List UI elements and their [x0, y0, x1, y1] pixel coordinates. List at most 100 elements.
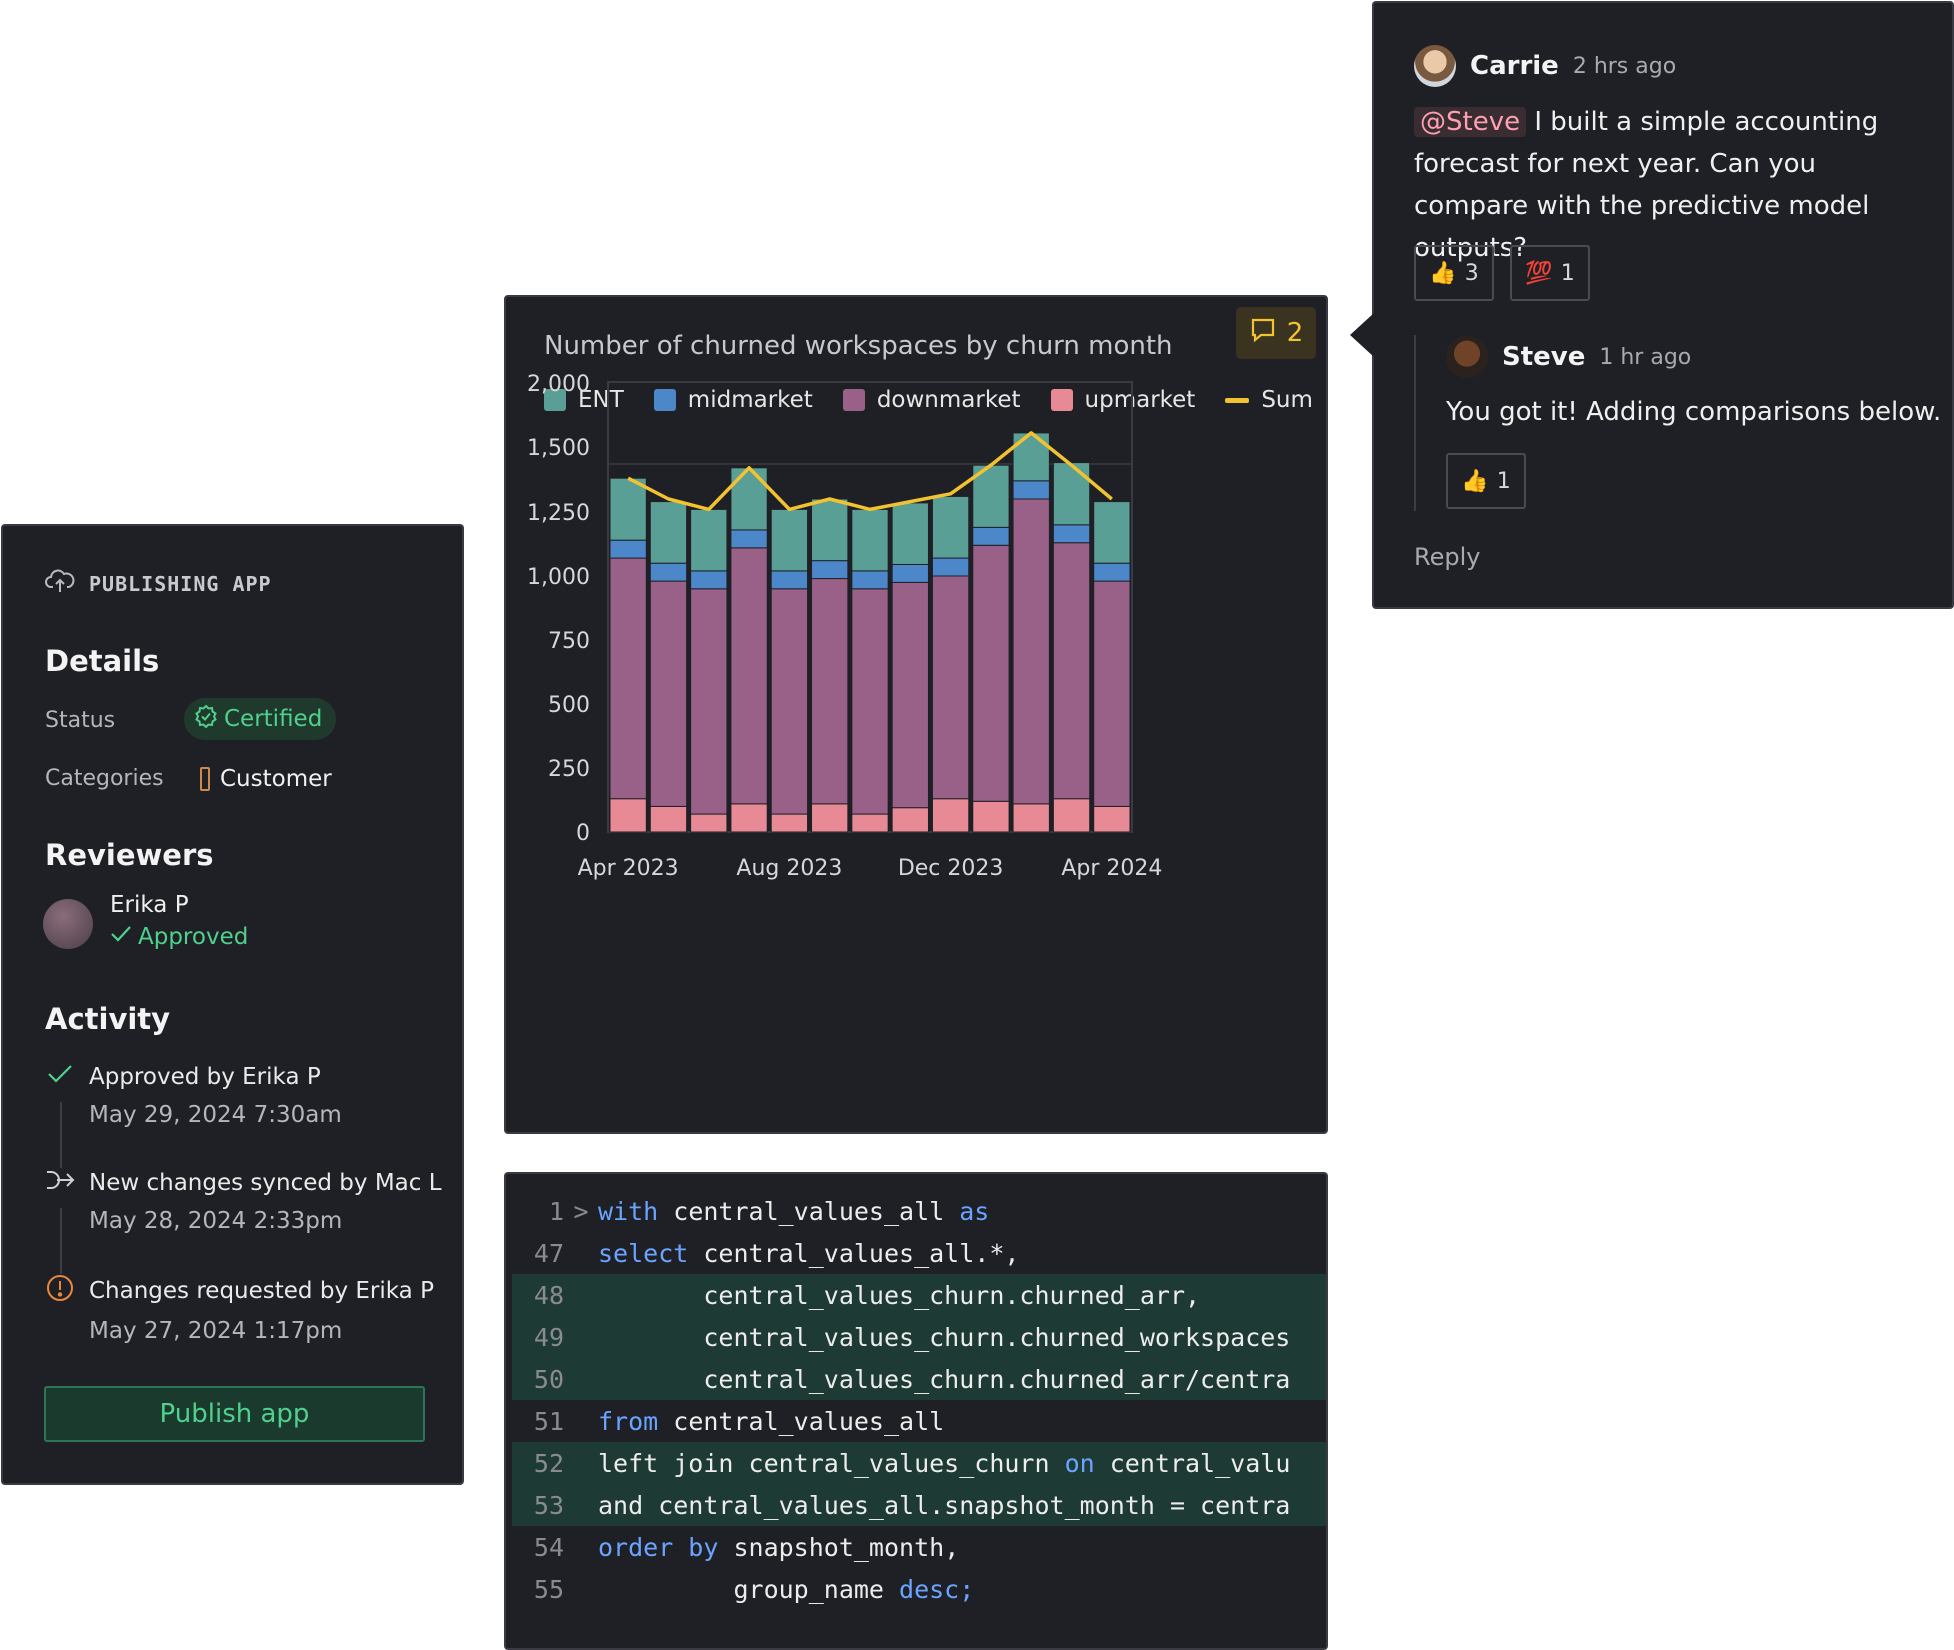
- reaction-thumbs-up-button[interactable]: 👍 3: [1414, 245, 1494, 301]
- bar-segment-midmarket: [1012, 480, 1050, 500]
- bar-segment-ENT: [730, 467, 768, 531]
- thumbs-up-icon: 👍: [1429, 260, 1457, 286]
- legend-swatch: [1050, 389, 1073, 411]
- panel-header: PUBLISHING APP: [45, 568, 272, 599]
- bar-segment-midmarket: [851, 570, 889, 590]
- sql-text: central_values_churn.churned_arr,: [598, 1280, 1201, 1310]
- line-number: 50: [533, 1364, 564, 1394]
- bar-segment-downmarket: [649, 580, 688, 807]
- code-line[interactable]: 54 order by snapshot_month,: [512, 1526, 1326, 1568]
- reaction-hundred-button[interactable]: 💯 1: [1510, 245, 1590, 301]
- line-number: 48: [533, 1280, 564, 1310]
- line-number: 53: [533, 1490, 564, 1520]
- line-number: 52: [533, 1448, 564, 1478]
- bar-segment-midmarket: [730, 529, 768, 549]
- sql-keyword: on: [1064, 1448, 1095, 1478]
- sql-text: central_valu: [1094, 1448, 1291, 1478]
- activity-text: Approved by Erika P: [89, 1064, 321, 1090]
- bar-segment-midmarket: [931, 557, 970, 577]
- bar-segment-upmarket: [609, 798, 647, 833]
- line-number: 55: [533, 1574, 564, 1604]
- code-line[interactable]: 1 > with central_values_all as: [512, 1190, 1326, 1232]
- comment-count-badge[interactable]: 2: [1236, 307, 1316, 359]
- code-line[interactable]: 52 left join central_values_churn on cent…: [512, 1442, 1326, 1484]
- legend-item-ent: ENT: [544, 387, 624, 413]
- bar-segment-upmarket: [972, 800, 1010, 833]
- mention-tag[interactable]: @Steve: [1414, 107, 1527, 137]
- bar-segment-upmarket: [649, 805, 688, 833]
- reaction-count: 1: [1560, 260, 1575, 286]
- reaction-count: 3: [1464, 260, 1479, 286]
- legend-swatch: [544, 389, 566, 411]
- reply-link[interactable]: Reply: [1414, 543, 1481, 571]
- bar-segment-midmarket: [972, 526, 1010, 546]
- bar-segment-upmarket: [690, 813, 728, 833]
- bar-segment-downmarket: [730, 547, 768, 805]
- sql-text: and central_values_all.snapshot_month = …: [598, 1490, 1291, 1520]
- category-value: Customer: [220, 766, 332, 792]
- bar-segment-ENT: [1052, 462, 1091, 526]
- status-label: Status: [45, 708, 116, 733]
- bar-segment-upmarket: [1012, 803, 1050, 833]
- panel-header-label: PUBLISHING APP: [89, 571, 272, 596]
- y-tick-label: 1,250: [527, 501, 590, 526]
- bar-segment-downmarket: [1052, 542, 1091, 800]
- hundred-points-icon: 💯: [1525, 260, 1553, 286]
- x-tick-label: Apr 2023: [578, 856, 679, 881]
- sql-text: left join central_values_churn: [598, 1448, 1065, 1478]
- bar-segment-ENT: [811, 498, 849, 562]
- line-number: 47: [533, 1238, 564, 1268]
- reviewers-heading: Reviewers: [45, 838, 214, 872]
- legend-label: upmarket: [1084, 387, 1196, 413]
- comment-body: @Steve I built a simple accounting forec…: [1414, 101, 1934, 269]
- y-tick-label: 1,500: [527, 436, 590, 461]
- category-tag: Customer: [200, 766, 332, 792]
- legend-label: ENT: [578, 387, 624, 413]
- check-icon: [110, 924, 132, 950]
- thread-line: [1414, 335, 1416, 511]
- y-tick-label: 2,000: [527, 372, 590, 397]
- comment-count: 2: [1286, 318, 1304, 348]
- comment-thread: Carrie 2 hrs ago @Steve I built a simple…: [1350, 1, 1954, 609]
- publish-app-button[interactable]: Publish app: [44, 1386, 425, 1442]
- bar-segment-ENT: [1012, 432, 1050, 482]
- code-line[interactable]: 48 central_values_churn.churned_arr,: [512, 1274, 1326, 1316]
- sql-text: central_values_all: [658, 1196, 960, 1226]
- timeline-line: [60, 1102, 62, 1168]
- line-number: 54: [533, 1532, 564, 1562]
- bar-segment-upmarket: [931, 798, 970, 833]
- expand-chevron-icon[interactable]: >: [573, 1196, 589, 1226]
- code-line[interactable]: 51 from central_values_all: [512, 1400, 1326, 1442]
- sql-code-editor[interactable]: 1 > with central_values_all as 47 select cen…: [504, 1172, 1328, 1650]
- bar-segment-ENT: [649, 501, 688, 564]
- code-line[interactable]: 53 and central_values_all.snapshot_month …: [512, 1484, 1326, 1526]
- legend-swatch: [842, 389, 865, 411]
- avatar: [1446, 336, 1488, 378]
- reaction-thumbs-up-button[interactable]: 👍 1: [1446, 453, 1526, 509]
- sql-keyword: as: [959, 1196, 990, 1226]
- code-line[interactable]: 47 select central_values_all.*,: [512, 1232, 1326, 1274]
- line-number: 51: [533, 1406, 564, 1436]
- code-line[interactable]: 55 group_name desc;: [512, 1568, 1326, 1610]
- bar-segment-midmarket: [1093, 562, 1131, 582]
- bar-segment-ENT: [609, 477, 647, 541]
- bar-segment-downmarket: [931, 575, 970, 800]
- sql-keyword: desc;: [899, 1574, 975, 1604]
- activity-item: New changes synced by Mac L May 28, 2024…: [45, 1168, 465, 1274]
- bar-segment-midmarket: [891, 563, 929, 583]
- publishing-panel: PUBLISHING APP Details Status Certified …: [1, 524, 464, 1485]
- bar-segment-midmarket: [649, 562, 688, 582]
- bar-segment-downmarket: [770, 588, 809, 815]
- details-heading: Details: [45, 644, 160, 678]
- code-line[interactable]: 50 central_values_churn.churned_arr/cent…: [512, 1358, 1326, 1400]
- bar-segment-midmarket: [609, 539, 647, 559]
- bar-segment-ENT: [851, 508, 889, 572]
- bar-segment-ENT: [891, 502, 929, 565]
- code-line[interactable]: 49 central_values_churn.churned_workspac…: [512, 1316, 1326, 1358]
- bar-segment-midmarket: [690, 570, 728, 590]
- legend-swatch: [653, 389, 676, 411]
- bar-segment-upmarket: [851, 813, 889, 833]
- thumbs-up-icon: 👍: [1461, 468, 1489, 494]
- avatar: [1414, 45, 1456, 87]
- comment-author: Carrie: [1470, 51, 1559, 81]
